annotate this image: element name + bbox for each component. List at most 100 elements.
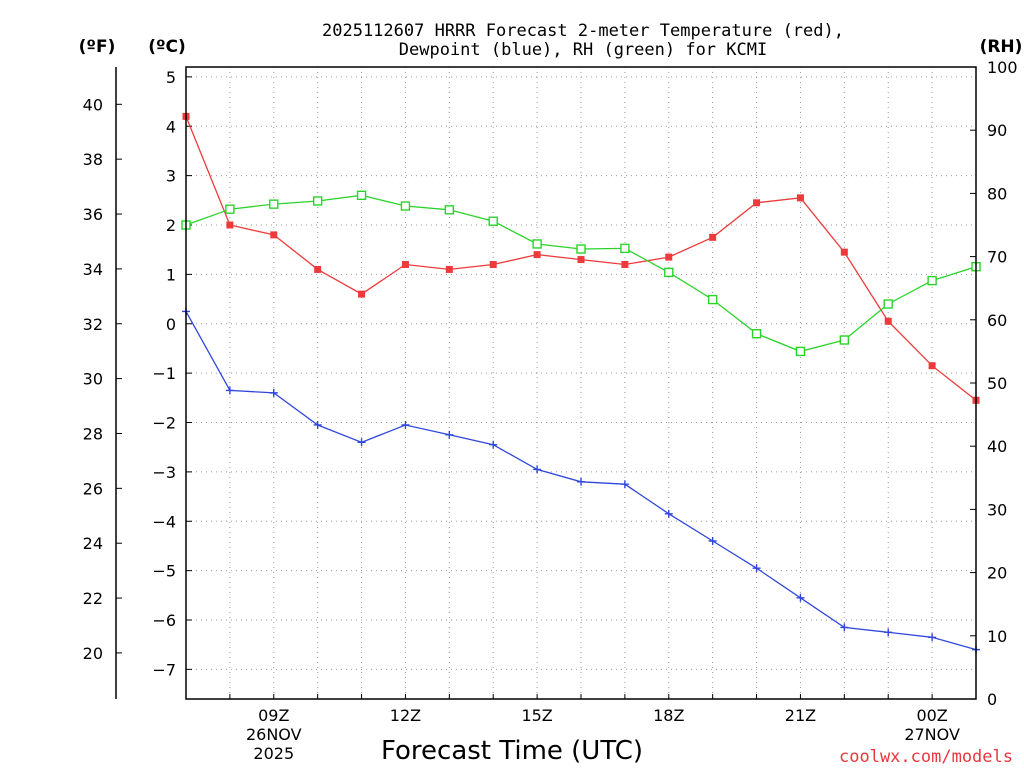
x-tick-label: 15Z xyxy=(521,706,552,725)
rh-point xyxy=(444,205,455,215)
dewpoint-point xyxy=(533,465,542,474)
rh-point xyxy=(927,275,937,286)
temperature-point xyxy=(358,290,366,298)
dewpoint-point xyxy=(357,438,366,447)
gridlines xyxy=(186,67,976,699)
celsius-tick-label: 0 xyxy=(166,315,176,334)
celsius-tick-label: −7 xyxy=(152,660,176,679)
celsius-tick-label: −2 xyxy=(152,414,176,433)
rh-axis-label: (RH) xyxy=(980,37,1023,57)
rh-point xyxy=(532,239,542,249)
rh-point xyxy=(225,204,235,214)
temperature-point xyxy=(840,248,848,256)
temperature-point xyxy=(928,362,936,370)
temperature-point xyxy=(314,265,322,273)
temperature-point xyxy=(709,233,717,241)
dewpoint-series xyxy=(182,307,980,654)
fahrenheit-tick-label: 30 xyxy=(83,370,103,389)
fahrenheit-tick-label: 34 xyxy=(83,260,103,279)
celsius-axis-label: (ºC) xyxy=(148,37,186,57)
dewpoint-point xyxy=(577,477,585,486)
celsius-tick-label: 2 xyxy=(166,216,176,235)
celsius-tick-label: −6 xyxy=(152,611,176,630)
dewpoint-point xyxy=(708,537,717,545)
rh-point xyxy=(269,199,279,209)
temperature-point xyxy=(489,261,497,268)
dewpoint-point xyxy=(620,480,629,489)
rh-point xyxy=(883,299,893,309)
fahrenheit-tick-label: 20 xyxy=(83,644,103,663)
fahrenheit-tick-label: 40 xyxy=(83,95,103,114)
source-credit: coolwx.com/models xyxy=(839,747,1013,767)
dewpoint-point xyxy=(840,623,849,632)
rh-tick-label: 30 xyxy=(987,500,1007,519)
dewpoint-point xyxy=(445,430,454,439)
temperature-point xyxy=(577,256,585,264)
fahrenheit-axis-label: (ºF) xyxy=(79,37,116,57)
x-axis-title: Forecast Time (UTC) xyxy=(381,736,643,766)
celsius-tick-label: 4 xyxy=(166,117,176,136)
x-tick-label: 27NOV xyxy=(904,725,960,744)
rh-tick-label: 10 xyxy=(987,627,1007,646)
rh-point xyxy=(795,346,806,357)
temperature-point xyxy=(884,317,892,325)
fahrenheit-tick-label: 38 xyxy=(83,150,103,169)
tick-labels: 543210−1−2−3−4−5−6−740383634323028262422… xyxy=(83,58,1018,763)
temperature-point xyxy=(533,251,541,259)
temperature-point xyxy=(401,261,409,268)
dewpoint-point xyxy=(225,386,234,395)
chart-title-line-2: Dewpoint (blue), RH (green) for KCMI xyxy=(399,40,767,60)
fahrenheit-tick-label: 36 xyxy=(83,205,103,224)
dewpoint-point xyxy=(489,440,498,449)
dewpoint-point xyxy=(269,388,278,397)
rh-point xyxy=(707,294,718,305)
temperature-point xyxy=(621,261,629,268)
celsius-tick-label: −5 xyxy=(152,562,176,581)
dewpoint-point xyxy=(928,633,937,642)
rh-point xyxy=(488,216,498,226)
x-tick-label: 00Z xyxy=(916,706,947,725)
rh-tick-label: 100 xyxy=(987,58,1018,77)
celsius-tick-label: 1 xyxy=(166,265,176,284)
x-tick-label: 26NOV xyxy=(246,725,302,744)
rh-point xyxy=(312,196,323,206)
temperature-point xyxy=(226,221,234,229)
rh-tick-label: 90 xyxy=(987,121,1007,140)
celsius-tick-label: −3 xyxy=(152,463,176,482)
rh-tick-label: 50 xyxy=(987,374,1007,393)
dewpoint-point xyxy=(796,593,805,602)
celsius-tick-label: −1 xyxy=(152,364,176,383)
x-tick-label: 21Z xyxy=(785,706,816,725)
x-tick-label: 18Z xyxy=(653,706,684,725)
rh-tick-label: 0 xyxy=(987,690,997,709)
dewpoint-point xyxy=(401,420,410,429)
axes xyxy=(115,66,976,700)
rh-point xyxy=(839,335,850,345)
rh-point xyxy=(751,329,762,339)
rh-tick-label: 70 xyxy=(987,248,1007,267)
celsius-tick-label: 3 xyxy=(166,167,176,186)
fahrenheit-tick-label: 28 xyxy=(83,424,103,443)
rh-tick-label: 80 xyxy=(987,184,1007,203)
rh-point xyxy=(400,201,411,211)
temperature-series xyxy=(182,112,980,404)
x-tick-label: 09Z xyxy=(258,706,289,725)
dewpoint-point xyxy=(752,564,761,573)
rh-point xyxy=(664,267,674,278)
fahrenheit-tick-label: 26 xyxy=(83,479,103,498)
dewpoint-point xyxy=(664,509,673,518)
rh-tick-label: 60 xyxy=(987,311,1007,330)
rh-tick-label: 20 xyxy=(987,564,1007,583)
data-series xyxy=(181,112,981,654)
fahrenheit-tick-label: 32 xyxy=(83,315,103,334)
temperature-point xyxy=(753,199,761,207)
plot-frame xyxy=(185,66,977,700)
rh-point xyxy=(576,244,586,254)
rh-point xyxy=(356,190,367,200)
fahrenheit-tick-label: 24 xyxy=(83,534,103,553)
x-tick-label: 12Z xyxy=(390,706,421,725)
fahrenheit-tick-label: 22 xyxy=(83,589,103,608)
rh-point xyxy=(620,243,630,254)
dewpoint-point xyxy=(884,628,893,637)
